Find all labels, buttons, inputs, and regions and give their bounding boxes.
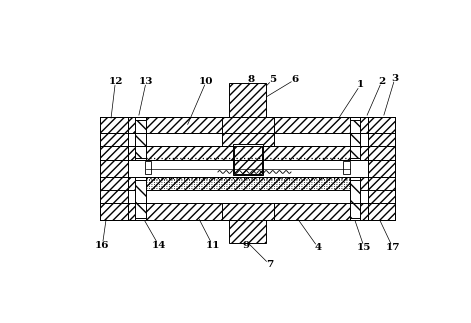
Text: 4: 4	[315, 243, 322, 252]
Text: 8: 8	[247, 75, 254, 84]
Text: 6: 6	[291, 75, 299, 84]
Text: 5: 5	[269, 75, 276, 84]
Bar	[128, 146, 368, 160]
Bar	[100, 177, 128, 191]
Text: 11: 11	[205, 241, 220, 250]
Text: 2: 2	[378, 77, 386, 86]
Bar	[233, 144, 262, 175]
Bar	[100, 191, 128, 203]
Bar	[368, 117, 395, 220]
Bar	[349, 180, 360, 218]
Bar	[222, 117, 274, 146]
Bar	[135, 180, 146, 218]
Text: 10: 10	[199, 77, 214, 86]
Bar	[229, 220, 267, 243]
Bar	[222, 203, 274, 220]
Bar	[100, 133, 128, 146]
Bar	[234, 146, 262, 174]
Bar	[368, 203, 395, 220]
Bar	[368, 117, 395, 133]
Text: 3: 3	[391, 74, 398, 83]
Bar	[135, 177, 146, 220]
Bar	[343, 161, 349, 173]
Bar	[128, 177, 368, 191]
Bar	[368, 191, 395, 203]
Text: 13: 13	[139, 77, 154, 86]
Bar	[128, 203, 368, 220]
Bar	[128, 191, 368, 203]
Bar	[128, 133, 368, 146]
Text: 17: 17	[385, 243, 400, 252]
Text: 9: 9	[243, 241, 250, 250]
Bar	[100, 203, 128, 220]
Bar	[349, 120, 360, 158]
Bar	[135, 117, 146, 160]
Bar	[368, 177, 395, 191]
Text: 1: 1	[357, 80, 364, 89]
Bar	[100, 117, 128, 220]
Text: 16: 16	[95, 241, 110, 250]
Bar	[135, 120, 146, 158]
Text: 7: 7	[266, 260, 273, 269]
Text: 15: 15	[357, 243, 372, 252]
Bar	[368, 146, 395, 160]
Text: 12: 12	[108, 77, 123, 86]
Bar	[100, 117, 128, 133]
Bar	[100, 146, 128, 160]
Bar	[349, 177, 360, 220]
Bar	[349, 117, 360, 160]
Bar	[145, 161, 151, 173]
Bar	[368, 133, 395, 146]
Bar	[229, 83, 267, 117]
Text: 14: 14	[151, 241, 166, 250]
Bar	[128, 117, 368, 133]
